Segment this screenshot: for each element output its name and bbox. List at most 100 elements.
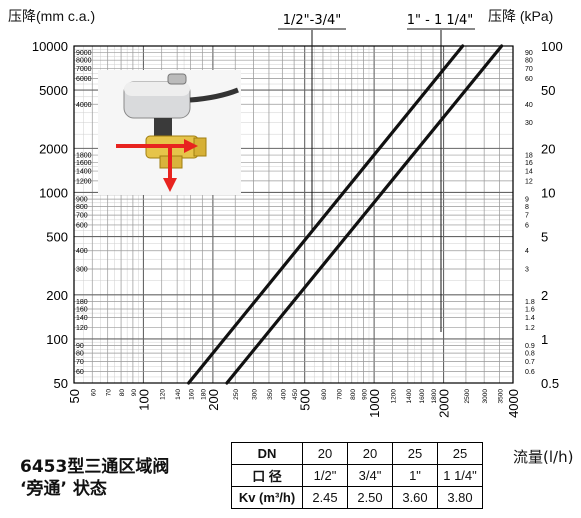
y-right-minor-tick-label: 6 [525,222,529,229]
right-axis-label: 压降 (kPa) [488,8,554,24]
table-cell: 1 1/4" [437,464,483,487]
y-right-minor-tick-label: 60 [525,76,533,83]
x-tick-label: 1000 [367,389,382,418]
x-minor-tick-label: 120 [160,389,167,400]
y-minor-tick-label: 180 [76,299,88,306]
y-right-minor-tick-label: 14 [525,169,533,176]
y-right-minor-tick-label: 8 [525,204,529,211]
y-right-minor-tick-label: 7 [525,213,529,220]
y-right-tick-label: 20 [541,141,555,156]
y-right-tick-label: 1 [541,332,548,347]
y-minor-tick-label: 600 [76,222,88,229]
y-minor-tick-label: 90 [76,343,84,350]
dn-label: DN [231,442,303,465]
x-minor-tick-label: 90 [131,389,138,397]
y-right-minor-tick-label: 16 [525,160,533,167]
y-right-tick-label: 50 [541,83,555,98]
table-cell: 1" [392,464,438,487]
y-minor-tick-label: 140 [76,315,88,322]
y-minor-tick-label: 1200 [76,178,92,185]
y-right-minor-tick-label: 1.6 [525,307,535,314]
x-minor-tick-label: 300 [252,389,259,400]
y-right-minor-tick-label: 0.8 [525,351,535,358]
y-right-tick-label: 2 [541,288,548,303]
y-right-minor-tick-label: 30 [525,120,533,127]
y-minor-tick-label: 80 [76,351,84,358]
y-minor-tick-label: 60 [76,369,84,376]
y-minor-tick-label: 6000 [76,76,92,83]
y-minor-tick-label: 1400 [76,169,92,176]
table-cell: 3.60 [392,486,438,509]
table-row: Kv (m³/h) 2.45 2.50 3.60 3.80 [231,486,483,509]
x-tick-label: 50 [67,389,82,403]
x-minor-tick-label: 140 [175,389,182,400]
x-minor-tick-label: 70 [106,389,113,397]
table-cell: 1/2" [302,464,348,487]
x-minor-tick-label: 1400 [406,389,413,404]
x-minor-tick-label: 250 [233,389,240,400]
x-tick-label: 2000 [437,389,452,418]
y-right-minor-tick-label: 4 [525,248,529,255]
series-label: 1/2"-3/4" [283,13,342,28]
x-minor-tick-label: 400 [280,389,287,400]
x-minor-tick-label: 3000 [482,389,489,404]
x-tick-label: 4000 [506,389,521,418]
table-cell: 2.45 [302,486,348,509]
x-minor-tick-label: 60 [90,389,97,397]
y-minor-tick-label: 1600 [76,160,92,167]
y-right-minor-tick-label: 3 [525,267,529,274]
y-left-tick-label: 1000 [39,185,68,200]
y-minor-tick-label: 7000 [76,66,92,73]
table-cell: 25 [437,442,483,465]
y-minor-tick-label: 70 [76,359,84,366]
y-right-tick-label: 10 [541,185,555,200]
x-minor-tick-label: 900 [362,389,369,400]
x-minor-tick-label: 350 [267,389,274,400]
table-cell: 3/4" [347,464,393,487]
series-line [225,44,504,385]
kv-table: DN 20 20 25 25 口 径 1/2" 3/4" 1" 1 1/4" K… [231,442,483,509]
y-right-tick-label: 5 [541,230,548,245]
product-title-line2: ‘旁通’ 状态 [20,479,107,499]
table-cell: 20 [347,442,393,465]
y-left-tick-label: 200 [46,288,68,303]
table-cell: 2.50 [347,486,393,509]
x-minor-tick-label: 180 [200,389,207,400]
x-minor-tick-label: 450 [292,389,299,400]
y-right-minor-tick-label: 0.7 [525,359,535,366]
y-left-tick-label: 10000 [32,39,68,54]
table-cell: 20 [302,442,348,465]
y-minor-tick-label: 800 [76,204,88,211]
y-right-minor-tick-label: 9 [525,197,529,204]
series-lines: 1/2"-3/4" 1" - 1 1/4" [187,13,504,385]
x-tick-label: 500 [298,389,313,411]
y-right-tick-label: 0.5 [541,376,559,391]
y-left-tick-label: 2000 [39,141,68,156]
y-right-minor-tick-label: 70 [525,66,533,73]
y-left-tick-label: 5000 [39,83,68,98]
kv-label: Kv (m³/h) [231,486,303,509]
series-label: 1" - 1 1/4" [407,13,474,28]
left-axis-label: 压降(mm c.a.) [8,8,96,24]
y-right-minor-tick-label: 80 [525,58,533,65]
y-minor-tick-label: 400 [76,248,88,255]
x-minor-tick-label: 2500 [464,389,471,404]
x-minor-tick-label: 1800 [431,389,438,404]
pressure-drop-chart: 60 70 80 90 120 140 160 180 250 300 350 400 450 600 70… [32,13,563,418]
x-axis-label: 流量(l/h) [513,448,574,466]
y-left-tick-label: 500 [46,230,68,245]
y-right-minor-tick-label: 12 [525,178,533,185]
y-minor-tick-label: 700 [76,213,88,220]
y-right-tick-label: 100 [541,39,563,54]
x-minor-tick-label: 600 [321,389,328,400]
x-minor-tick-label: 160 [189,389,196,400]
y-right-minor-tick-label: 1.8 [525,299,535,306]
y-right-minor-tick-label: 0.6 [525,369,535,376]
series-line [187,44,465,385]
y-right-minor-tick-label: 40 [525,102,533,109]
y-left-tick-label: 100 [46,332,68,347]
y-minor-tick-label: 160 [76,307,88,314]
y-minor-tick-label: 4000 [76,102,92,109]
table-row: DN 20 20 25 25 [231,442,483,465]
plot-frame [73,45,514,384]
